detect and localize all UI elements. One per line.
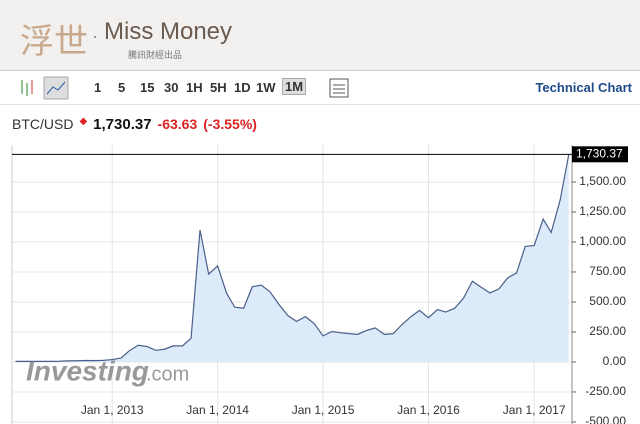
interval-button[interactable]: 15 bbox=[140, 80, 155, 95]
y-tick-label: 250.00 bbox=[589, 324, 626, 338]
change-arrow: ◆ bbox=[79, 116, 88, 127]
interval-button[interactable]: 1W bbox=[256, 80, 276, 95]
interval-button[interactable]: 5H bbox=[210, 80, 227, 95]
brand: Miss Money bbox=[104, 18, 233, 45]
last-price-label: 1,730.37 bbox=[576, 146, 623, 160]
separator: · bbox=[92, 26, 98, 46]
interval-button[interactable]: 5 bbox=[118, 80, 126, 95]
watermark-suffix: .com bbox=[146, 363, 189, 385]
y-tick-label: -500.00 bbox=[585, 414, 626, 424]
x-tick-label: Jan 1, 2016 bbox=[397, 403, 460, 417]
technical-chart-link[interactable]: Technical Chart bbox=[535, 80, 632, 95]
interval-button[interactable]: 1H bbox=[186, 80, 203, 95]
x-tick-label: Jan 1, 2013 bbox=[81, 403, 144, 417]
change: -63.63 bbox=[157, 116, 198, 132]
y-tick-label: 1,250.00 bbox=[579, 204, 626, 218]
x-tick-label: Jan 1, 2017 bbox=[503, 403, 566, 417]
x-tick-label: Jan 1, 2015 bbox=[292, 403, 355, 417]
last-price: 1,730.37 bbox=[93, 116, 152, 133]
chart-type-icons[interactable] bbox=[14, 74, 74, 104]
y-tick-label: 1,500.00 bbox=[579, 174, 626, 188]
interval-button[interactable]: 1 bbox=[94, 80, 102, 95]
watermark: Investing bbox=[26, 355, 149, 386]
tagline: 騰訊財經出品 bbox=[128, 50, 183, 60]
y-tick-label: 750.00 bbox=[589, 264, 626, 278]
header: 浮世 · Miss Money 騰訊財經出品 bbox=[0, 0, 640, 71]
symbol: BTC/USD bbox=[12, 116, 74, 132]
interval-button[interactable]: 1M bbox=[282, 78, 307, 95]
quote: BTC/USD ◆ 1,730.37 -63.63 (-3.55%) bbox=[12, 116, 263, 133]
change-pct: (-3.55%) bbox=[203, 116, 257, 132]
x-tick-label: Jan 1, 2014 bbox=[186, 403, 249, 417]
y-tick-label: 500.00 bbox=[589, 294, 626, 308]
settings-icon[interactable] bbox=[327, 76, 351, 100]
price-line bbox=[15, 154, 570, 362]
interval-button[interactable]: 1D bbox=[234, 80, 251, 95]
y-tick-label: 0.00 bbox=[603, 354, 627, 368]
interval-button[interactable]: 30 bbox=[164, 80, 179, 95]
y-tick-label: -250.00 bbox=[585, 384, 626, 398]
toolbar: Technical Chart 1 5 15 30 1H 5H 1D 1W 1M bbox=[0, 72, 640, 105]
y-tick-label: 1,000.00 bbox=[579, 234, 626, 248]
logo-mark: 浮世 bbox=[20, 22, 88, 62]
last-price-box bbox=[572, 146, 628, 163]
area-fill bbox=[15, 154, 569, 362]
